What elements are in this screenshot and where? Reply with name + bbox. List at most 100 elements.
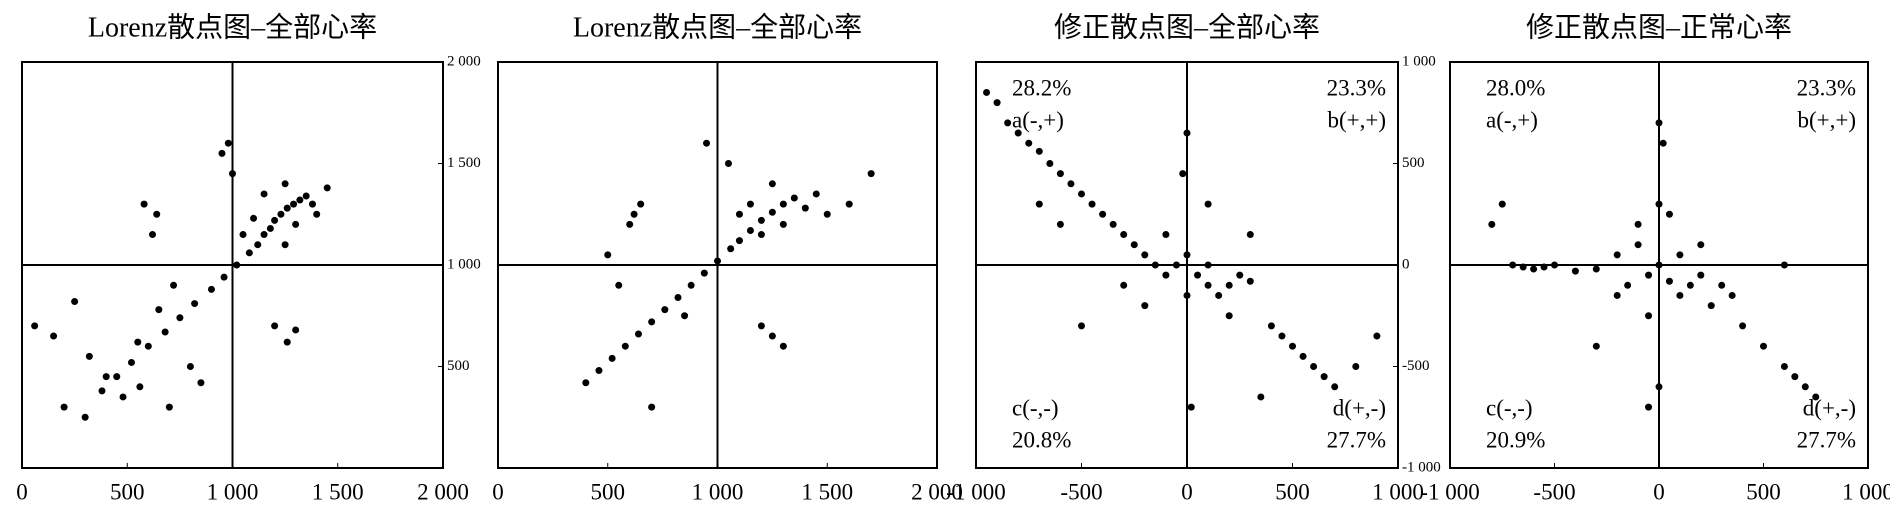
point	[746, 200, 754, 208]
quadrant-label: 27.7%	[1797, 427, 1856, 452]
point	[1665, 277, 1673, 285]
point	[1099, 210, 1107, 218]
point	[281, 180, 289, 188]
point	[149, 231, 157, 239]
point	[1014, 129, 1022, 137]
x-tick-label: -1 000	[1420, 479, 1479, 504]
chart-title: Lorenz散点图–全部心率	[88, 11, 377, 43]
point	[1141, 251, 1149, 259]
point	[1760, 342, 1767, 350]
point	[1299, 352, 1307, 360]
x-tick-label: 1 000	[1842, 479, 1890, 504]
point	[266, 224, 274, 232]
x-tick-label: 1 000	[207, 479, 259, 504]
point	[1624, 281, 1632, 289]
quadrant-label: c(-,-)	[1486, 395, 1533, 420]
point	[608, 354, 616, 362]
point	[779, 200, 787, 208]
quadrant-label: 28.0%	[1486, 75, 1545, 100]
point	[1179, 170, 1187, 178]
point	[626, 220, 634, 228]
point	[1246, 231, 1254, 239]
point	[140, 200, 148, 208]
point	[1571, 267, 1579, 275]
point	[582, 379, 590, 387]
quadrant-label: b(+,+)	[1797, 107, 1856, 132]
point	[1056, 170, 1064, 178]
point	[176, 314, 184, 322]
x-tick-label: -500	[1060, 479, 1102, 504]
x-tick-label: 500	[591, 479, 626, 504]
point	[218, 149, 226, 157]
chart-title: 修正散点图–全部心率	[1054, 11, 1320, 43]
point	[1120, 231, 1128, 239]
quadrant-label: d(+,-)	[1803, 395, 1856, 420]
point	[630, 210, 638, 218]
point	[220, 273, 228, 281]
point	[302, 192, 310, 200]
point	[757, 216, 765, 224]
point	[136, 383, 144, 391]
point	[1728, 291, 1736, 299]
y-tick-label: 2 000	[447, 53, 481, 69]
point	[1498, 200, 1506, 208]
point	[197, 379, 205, 387]
point	[790, 194, 798, 202]
point	[1056, 220, 1064, 228]
point	[191, 300, 199, 308]
point	[127, 358, 135, 366]
point	[155, 306, 163, 314]
point	[1046, 160, 1054, 167]
point	[637, 200, 645, 208]
point	[1659, 139, 1667, 147]
quadrant-label: d(+,-)	[1333, 395, 1386, 420]
point	[768, 208, 776, 216]
x-tick-label: 0	[1653, 479, 1665, 504]
x-tick-label: 1 000	[1372, 479, 1424, 504]
quadrant-label: 27.7%	[1327, 427, 1386, 452]
quadrant-label: 23.3%	[1797, 75, 1856, 100]
point	[845, 200, 853, 208]
point	[239, 231, 247, 239]
point	[1257, 393, 1265, 401]
point	[1676, 291, 1684, 299]
point	[1267, 322, 1275, 330]
point	[1707, 302, 1715, 310]
point	[113, 373, 121, 381]
x-tick-label: 500	[110, 479, 145, 504]
point	[1645, 312, 1653, 320]
y-tick-label: 0	[1402, 256, 1410, 272]
quadrant-label: 28.2%	[1012, 75, 1071, 100]
point	[283, 338, 291, 346]
point	[1697, 271, 1705, 279]
point	[1194, 271, 1202, 279]
point	[661, 306, 669, 314]
point	[250, 214, 258, 222]
point	[50, 332, 58, 340]
y-tick-label: -500	[1402, 358, 1430, 374]
point	[71, 298, 79, 306]
point	[283, 204, 291, 212]
point	[254, 241, 262, 249]
point	[1780, 363, 1788, 370]
point	[1697, 241, 1705, 249]
point	[757, 231, 765, 239]
point	[1645, 271, 1653, 279]
point	[1310, 363, 1318, 370]
point	[700, 269, 708, 277]
y-tick-label: 1 000	[1402, 53, 1436, 69]
point	[1739, 322, 1747, 330]
point	[1067, 180, 1075, 188]
point	[31, 322, 39, 330]
point	[224, 139, 232, 147]
x-tick-label: 0	[492, 479, 504, 504]
point	[746, 226, 754, 234]
quadrant-label: 20.8%	[1012, 427, 1071, 452]
point	[735, 237, 743, 245]
point	[308, 200, 316, 208]
point	[1004, 119, 1012, 127]
point	[281, 241, 289, 249]
x-tick-label: 2 000	[911, 479, 963, 504]
point	[1373, 332, 1381, 340]
point	[1278, 332, 1286, 340]
